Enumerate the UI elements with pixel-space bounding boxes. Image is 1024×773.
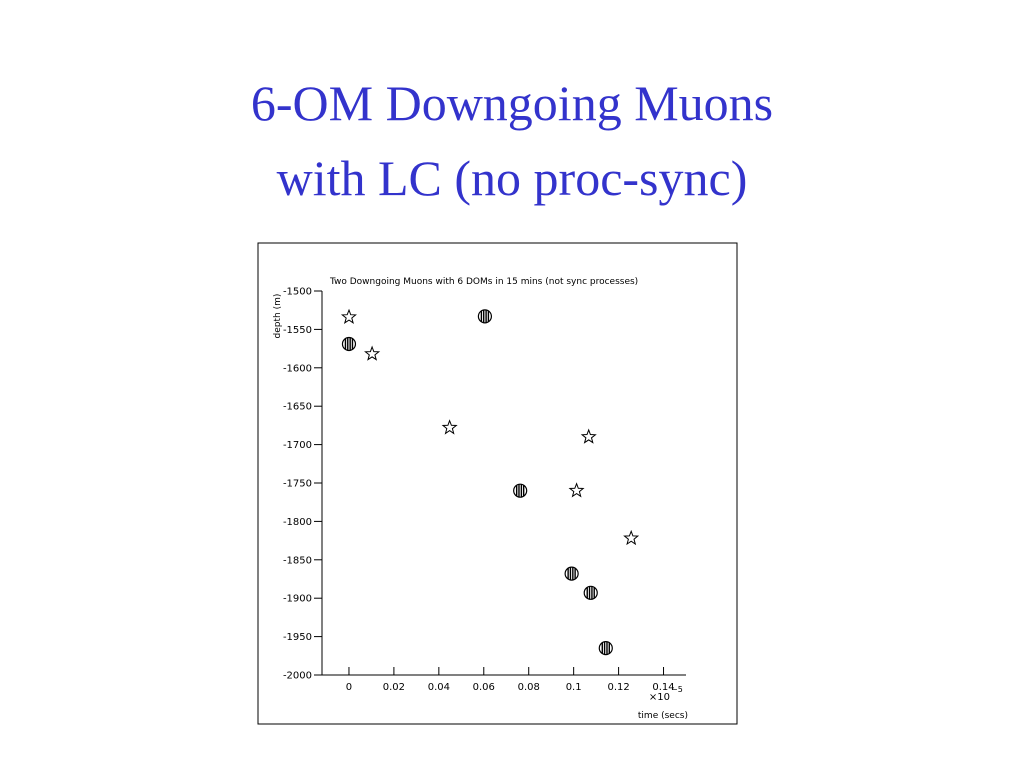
data-point	[598, 641, 613, 656]
y-tick-label: -1800	[283, 517, 312, 528]
circle-marker	[513, 483, 528, 498]
slide-title: 6-OM Downgoing Muons	[251, 75, 773, 131]
x-tick-label: 0.02	[383, 682, 405, 693]
star-marker	[441, 419, 458, 435]
y-tick-label: -1600	[283, 363, 312, 374]
data-point	[623, 529, 640, 546]
circle-marker	[598, 641, 613, 656]
x-tick-label: 0.08	[518, 682, 540, 693]
data-point	[583, 585, 598, 600]
circle-marker	[583, 585, 598, 600]
y-tick-label: -1700	[283, 440, 312, 451]
data-point	[340, 308, 357, 324]
circle-marker	[564, 566, 579, 581]
y-tick-label: -1500	[283, 287, 312, 298]
chart-frame	[257, 242, 738, 725]
y-tick-label: -2000	[283, 671, 312, 682]
data-point	[364, 345, 381, 361]
y-tick-label: -1900	[283, 594, 312, 605]
slide-title: with LC (no proc-sync)	[277, 150, 748, 206]
y-tick-label: -1550	[283, 325, 312, 336]
star-marker	[364, 345, 381, 361]
x-tick-label: 0.12	[607, 682, 629, 693]
circle-marker	[477, 309, 493, 324]
data-point	[477, 309, 493, 324]
star-marker	[623, 529, 640, 546]
x-tick-label: 0.06	[473, 682, 495, 693]
circle-marker	[341, 336, 357, 352]
x-tick-label: 0	[346, 682, 352, 693]
y-tick-label: -1950	[283, 632, 312, 643]
data-point	[580, 428, 597, 444]
x-scale-base: ×10	[649, 692, 670, 703]
chart-title: Two Downgoing Muons with 6 DOMs in 15 mi…	[329, 277, 638, 287]
y-tick-label: -1850	[283, 555, 312, 566]
star-marker	[340, 308, 357, 324]
data-point	[341, 336, 357, 352]
y-tick-label: -1750	[283, 479, 312, 490]
data-point	[568, 482, 585, 498]
x-axis-label: time (secs)	[638, 711, 688, 721]
x-scale-exponent: −5	[671, 685, 683, 694]
star-marker	[580, 428, 597, 444]
y-axis-label: depth (m)	[273, 294, 283, 339]
data-point	[513, 483, 528, 498]
star-marker	[568, 482, 585, 498]
x-tick-label: 0.1	[566, 682, 582, 693]
data-point	[441, 419, 458, 435]
data-point	[564, 566, 579, 581]
y-tick-label: -1650	[283, 402, 312, 413]
x-tick-label: 0.04	[428, 682, 450, 693]
x-tick-label: 0.14	[652, 682, 674, 693]
